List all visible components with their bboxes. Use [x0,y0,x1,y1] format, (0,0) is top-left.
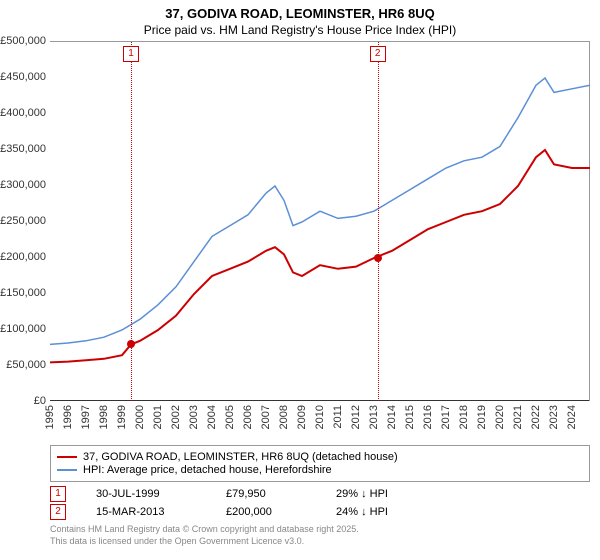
x-tick-label: 2023 [548,405,560,429]
x-tick-label: 2024 [566,405,578,429]
legend-label: HPI: Average price, detached house, Here… [83,464,332,476]
x-tick-label: 1996 [62,405,74,429]
x-tick-label: 2011 [332,405,344,429]
chart-title: 37, GODIVA ROAD, LEOMINSTER, HR6 8UQ [0,0,600,23]
x-tick-label: 2000 [134,405,146,429]
x-tick-label: 2018 [458,405,470,429]
sale-price: £200,000 [226,506,306,518]
y-tick-label: £200,000 [0,251,46,263]
sale-date: 30-JUL-1999 [96,488,196,500]
sale-badge: 2 [50,504,66,520]
x-tick-label: 2020 [494,405,506,429]
footer-line1: Contains HM Land Registry data © Crown c… [50,524,590,536]
x-tick-label: 2015 [404,405,416,429]
marker-line-2 [378,42,379,401]
y-tick-label: £300,000 [0,179,46,191]
marker-badge-1: 1 [123,46,139,62]
x-tick-label: 2007 [260,405,272,429]
legend-box: 37, GODIVA ROAD, LEOMINSTER, HR6 8UQ (de… [50,445,590,482]
x-tick-label: 2001 [152,405,164,429]
x-tick-label: 2019 [476,405,488,429]
x-tick-label: 2006 [242,405,254,429]
sale-row: 1 30-JUL-1999 £79,950 29% ↓ HPI [50,486,590,502]
x-tick-label: 2005 [224,405,236,429]
y-tick-label: £350,000 [0,143,46,155]
x-tick-label: 2008 [278,405,290,429]
sale-price: £79,950 [226,488,306,500]
y-tick-label: £450,000 [0,71,46,83]
plot-area: 12 [50,41,590,401]
legend-label: 37, GODIVA ROAD, LEOMINSTER, HR6 8UQ (de… [83,451,398,463]
x-tick-label: 1998 [98,405,110,429]
x-tick-label: 2009 [296,405,308,429]
x-tick-label: 2016 [422,405,434,429]
marker-dot-1 [127,340,135,348]
legend-swatch [57,469,77,471]
sale-diff: 24% ↓ HPI [336,506,388,518]
y-tick-label: £400,000 [0,107,46,119]
x-tick-label: 2010 [314,405,326,429]
x-tick-label: 2012 [350,405,362,429]
legend-swatch [57,456,77,458]
x-tick-label: 1995 [44,405,56,429]
x-tick-label: 2017 [440,405,452,429]
x-tick-label: 1999 [116,405,128,429]
sale-diff: 29% ↓ HPI [336,488,388,500]
chart-area: £0£50,000£100,000£150,000£200,000£250,00… [50,41,590,401]
x-tick-label: 2022 [530,405,542,429]
marker-badge-2: 2 [370,46,386,62]
y-tick-label: £500,000 [0,35,46,47]
x-axis: 1995199619971998199920002001200220032004… [50,401,590,441]
x-tick-label: 2003 [188,405,200,429]
legend-item: 37, GODIVA ROAD, LEOMINSTER, HR6 8UQ (de… [57,451,583,463]
x-tick-label: 2004 [206,405,218,429]
x-tick-label: 2014 [386,405,398,429]
x-tick-label: 1997 [80,405,92,429]
legend-item: HPI: Average price, detached house, Here… [57,464,583,476]
x-tick-label: 2013 [368,405,380,429]
footer-line2: This data is licensed under the Open Gov… [50,536,590,548]
chart-subtitle: Price paid vs. HM Land Registry's House … [0,23,600,41]
y-tick-label: £150,000 [0,287,46,299]
x-tick-label: 2021 [512,405,524,429]
footer-attribution: Contains HM Land Registry data © Crown c… [50,524,590,547]
sale-date: 15-MAR-2013 [96,506,196,518]
y-tick-label: £100,000 [0,323,46,335]
y-axis: £0£50,000£100,000£150,000£200,000£250,00… [0,41,48,401]
y-tick-label: £250,000 [0,215,46,227]
x-tick-label: 2002 [170,405,182,429]
y-tick-label: £50,000 [6,359,46,371]
marker-dot-2 [374,254,382,262]
sale-badge: 1 [50,486,66,502]
sale-row: 2 15-MAR-2013 £200,000 24% ↓ HPI [50,504,590,520]
